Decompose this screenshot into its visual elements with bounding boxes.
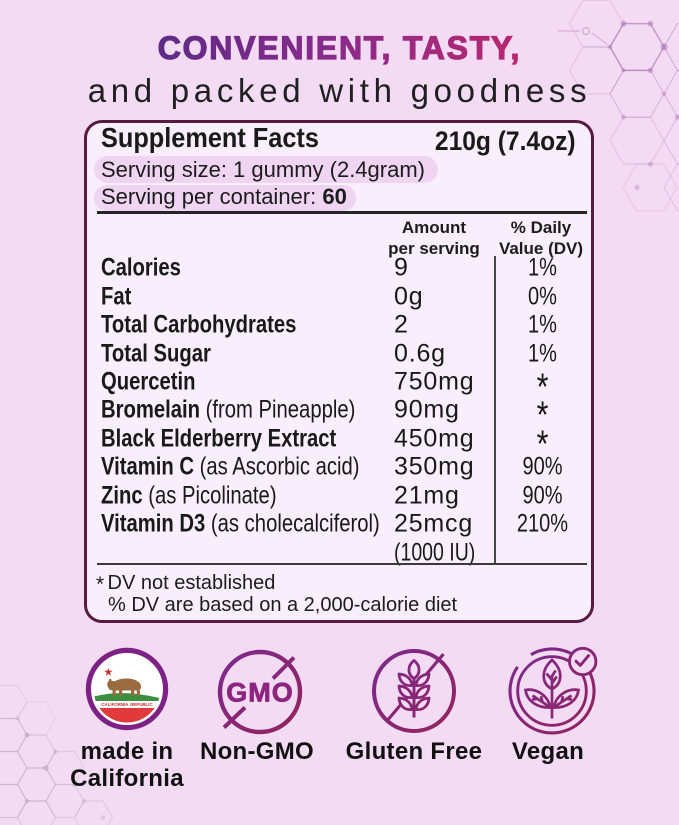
svg-text:GMO: GMO <box>226 678 294 708</box>
svg-text:CONVENIENT, TASTY,: CONVENIENT, TASTY, <box>158 30 521 66</box>
svg-text:CALIFORNIA REPUBLIC: CALIFORNIA REPUBLIC <box>101 702 153 707</box>
